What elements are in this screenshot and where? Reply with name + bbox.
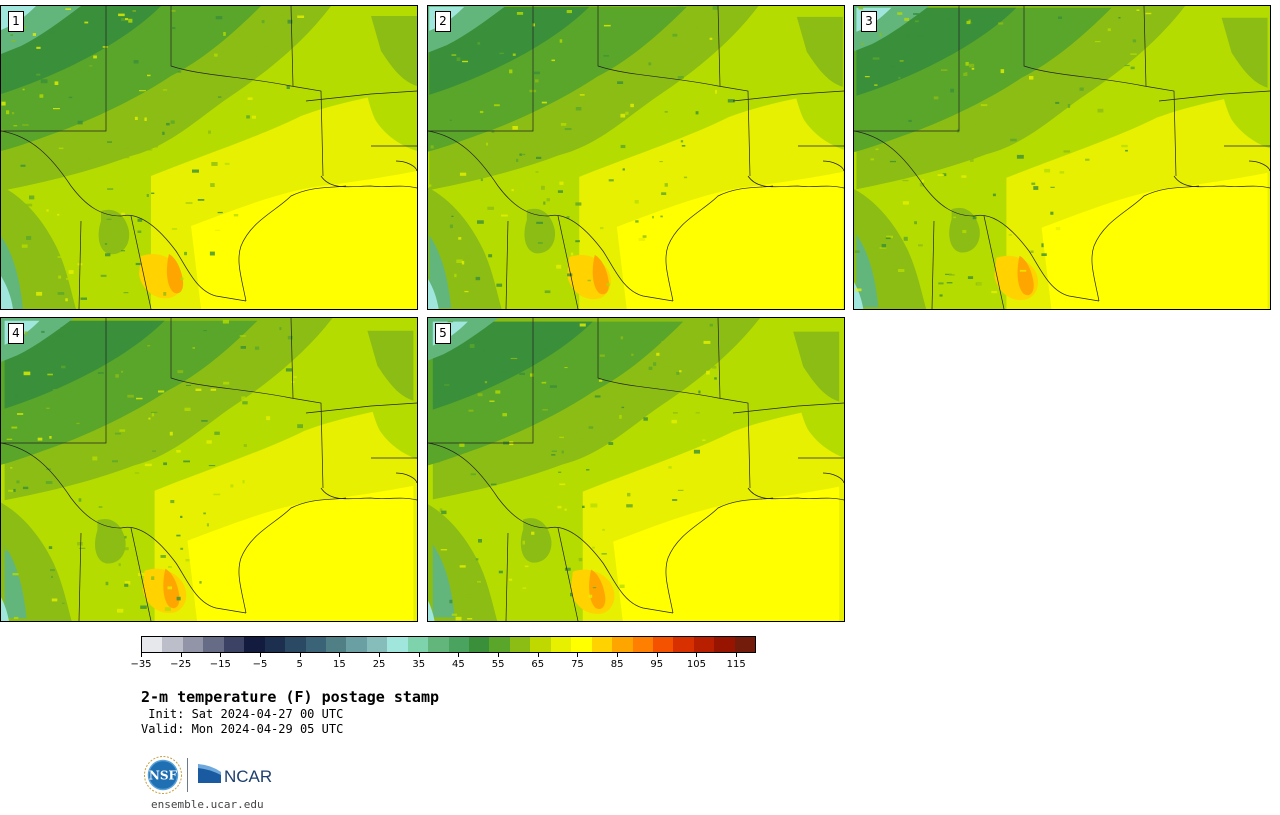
colorbar-tick	[141, 653, 142, 657]
ensemble-member-panel-2: 2	[427, 5, 845, 310]
colorbar-tick-label: 105	[686, 659, 707, 670]
colorbar-tick-label: 45	[452, 659, 465, 670]
valid-time: Valid: Mon 2024-04-29 05 UTC	[141, 722, 344, 736]
colorbar-tick-label: −15	[209, 659, 231, 670]
colorbar-swatch	[530, 637, 551, 652]
colorbar-swatch	[366, 637, 388, 652]
colorbar-tick-label: −35	[130, 659, 152, 670]
colorbar-tick	[537, 653, 539, 657]
colorbar-swatch	[714, 637, 735, 652]
colorbar-tick-label: 35	[412, 659, 426, 670]
colorbar-swatch	[325, 637, 347, 652]
colorbar-swatch	[305, 637, 326, 652]
panel-number-label: 4	[8, 323, 24, 344]
colorbar-tick	[180, 653, 182, 657]
nsf-logo: NSF	[144, 756, 182, 794]
colorbar-swatch	[652, 637, 674, 652]
colorbar-tick-label: −5	[252, 659, 268, 670]
colorbar-swatch	[428, 637, 449, 652]
temperature-map-3	[854, 6, 1270, 309]
temperature-colorbar	[141, 636, 756, 653]
colorbar-swatch	[693, 637, 715, 652]
panel-number-label: 1	[8, 11, 24, 32]
colorbar-tick-label: 15	[333, 659, 346, 670]
colorbar-swatch	[673, 637, 694, 652]
colorbar-tick	[498, 653, 500, 657]
colorbar-swatch	[407, 637, 429, 652]
colorbar-tick-label: 55	[491, 659, 505, 670]
colorbar-tick	[656, 653, 658, 657]
svg-text:NCAR: NCAR	[224, 767, 272, 786]
colorbar-tick-label: 95	[650, 659, 664, 670]
colorbar-tick	[220, 653, 222, 657]
colorbar-tick	[696, 653, 698, 657]
colorbar-tick	[736, 653, 738, 657]
colorbar-swatch	[346, 637, 367, 652]
colorbar-swatch	[591, 637, 613, 652]
colorbar-swatch	[489, 637, 510, 652]
ensemble-member-panel-4: 4	[0, 317, 418, 622]
ensemble-member-panel-5: 5	[427, 317, 845, 622]
colorbar-tick-label: −25	[170, 659, 192, 670]
website-url: ensemble.ucar.edu	[151, 798, 264, 811]
panel-number-label: 5	[435, 323, 451, 344]
colorbar-swatch	[509, 637, 531, 652]
temperature-map-2	[428, 6, 844, 309]
ncar-logo: NCAR	[198, 764, 272, 786]
colorbar-tick-label: 115	[726, 659, 746, 670]
colorbar-swatch	[734, 637, 756, 652]
colorbar-swatch	[182, 637, 204, 652]
colorbar-tick-labels: −35 −25 −15 −5 5 15 25 35 45 55 65 75 85 95 105 115	[130, 653, 756, 673]
colorbar-tick-label: 75	[571, 659, 584, 670]
colorbar-swatch	[142, 637, 163, 652]
colorbar-swatch	[387, 637, 408, 652]
colorbar-swatch	[285, 637, 306, 652]
colorbar-tick	[458, 653, 460, 657]
temperature-map-1	[1, 6, 417, 309]
colorbar-tick	[379, 653, 381, 657]
colorbar-swatch	[612, 637, 633, 652]
temperature-map-4	[1, 318, 417, 621]
colorbar-swatch	[632, 637, 653, 652]
colorbar-tick	[577, 653, 579, 657]
colorbar-swatch	[223, 637, 245, 652]
colorbar-tick	[299, 653, 301, 657]
colorbar-tick-label: 85	[610, 659, 624, 670]
colorbar-tick	[418, 653, 420, 657]
panel-number-label: 2	[435, 11, 451, 32]
colorbar-swatch	[448, 637, 469, 652]
ensemble-member-panel-1: 1	[0, 5, 418, 310]
colorbar-tick-label: 65	[531, 659, 545, 670]
colorbar-tick-label: 25	[372, 659, 386, 670]
colorbar-swatch	[571, 637, 592, 652]
colorbar-tick-label: 5	[296, 659, 303, 670]
svg-text:NSF: NSF	[149, 769, 178, 783]
colorbar-swatch	[162, 637, 183, 652]
temperature-map-5	[428, 318, 844, 621]
panel-number-label: 3	[861, 11, 877, 32]
colorbar-swatch	[264, 637, 286, 652]
ensemble-member-panel-3: 3	[853, 5, 1271, 310]
colorbar-tick	[617, 653, 619, 657]
init-time: Init: Sat 2024-04-27 00 UTC	[141, 707, 344, 721]
colorbar-swatch	[203, 637, 224, 652]
logo-divider	[187, 758, 188, 792]
colorbar-swatch	[550, 637, 572, 652]
colorbar-tick	[339, 653, 341, 657]
colorbar-swatch	[244, 637, 265, 652]
colorbar-tick	[260, 653, 262, 657]
colorbar-swatch	[469, 637, 490, 652]
plot-title: 2-m temperature (F) postage stamp	[141, 688, 440, 706]
